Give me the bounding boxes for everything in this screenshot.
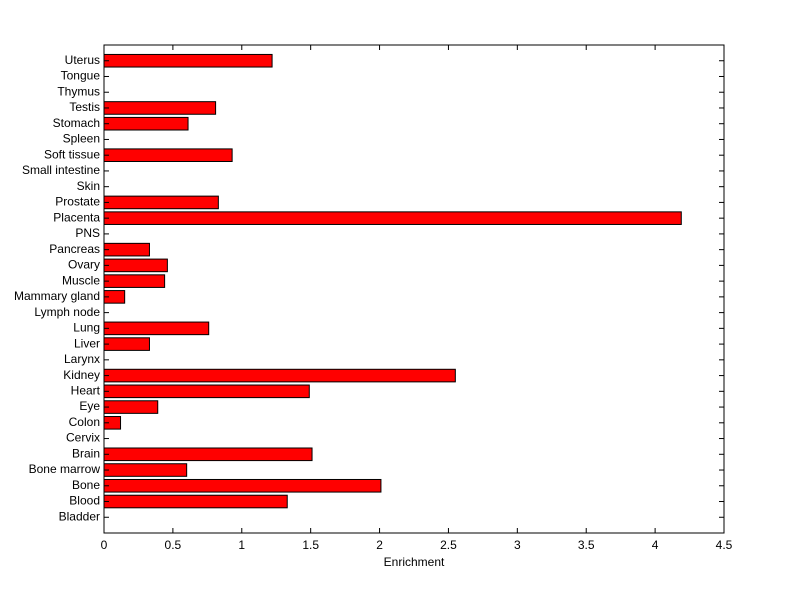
y-tick-label: Small intestine [22,163,100,177]
bar [103,368,456,383]
y-tick-label: Lymph node [34,305,100,319]
x-tick-label: 4 [652,538,659,552]
y-tick-label: Pancreas [49,242,100,256]
y-tick-label: Larynx [64,352,100,366]
y-tick-label: Colon [69,415,100,429]
y-tick-label: Mammary gland [14,289,100,303]
bar [103,242,150,257]
y-tick-label: Blood [69,494,100,508]
bar [103,447,313,462]
x-tick-label: 2.5 [440,538,457,552]
bar [103,116,189,131]
y-tick-label: Bone [72,478,100,492]
bar [103,53,273,68]
x-tick-label: 1 [238,538,245,552]
y-tick-label: PNS [75,226,100,240]
x-tick-label: 2 [376,538,383,552]
y-tick-label: Heart [71,383,101,397]
y-tick-label: Kidney [63,368,100,382]
y-tick-label: Thymus [57,84,100,98]
y-tick-label: Brain [72,446,100,460]
y-tick-label: Bone marrow [29,462,101,476]
bar [103,321,210,336]
y-tick-label: Prostate [55,195,100,209]
y-tick-label: Tongue [61,69,101,83]
bar [103,195,219,210]
x-tick-label: 3 [514,538,521,552]
bar [103,384,310,399]
bar [103,101,217,115]
y-tick-label: Lung [73,321,100,335]
x-tick-label: 1.5 [302,538,319,552]
bar [103,258,168,273]
bar [103,274,166,288]
x-tick-label: 0 [101,538,108,552]
y-tick-label: Eye [79,399,100,413]
plot-frame [103,44,725,534]
bar [103,211,682,225]
y-tick-label: Liver [74,336,100,350]
y-tick-label: Cervix [66,431,100,445]
y-tick-label: Spleen [63,132,100,146]
y-tick-label: Ovary [68,258,100,272]
bar [103,463,188,477]
bar [103,148,233,162]
bar [103,400,159,414]
y-tick-label: Stomach [53,116,100,130]
y-tick-label: Uterus [65,53,100,67]
x-tick-label: 3.5 [578,538,595,552]
y-tick-label: Soft tissue [44,147,100,161]
bar [103,494,288,509]
y-tick-label: Bladder [59,509,100,523]
x-tick-label: 0.5 [165,538,182,552]
y-tick-label: Muscle [62,273,100,287]
y-tick-label: Placenta [53,210,100,224]
y-tick-label: Skin [77,179,100,193]
x-axis-label: Enrichment [384,555,445,569]
y-tick-label: Testis [69,100,100,114]
bar [103,337,150,351]
x-tick-label: 4.5 [716,538,733,552]
bar [103,478,382,493]
